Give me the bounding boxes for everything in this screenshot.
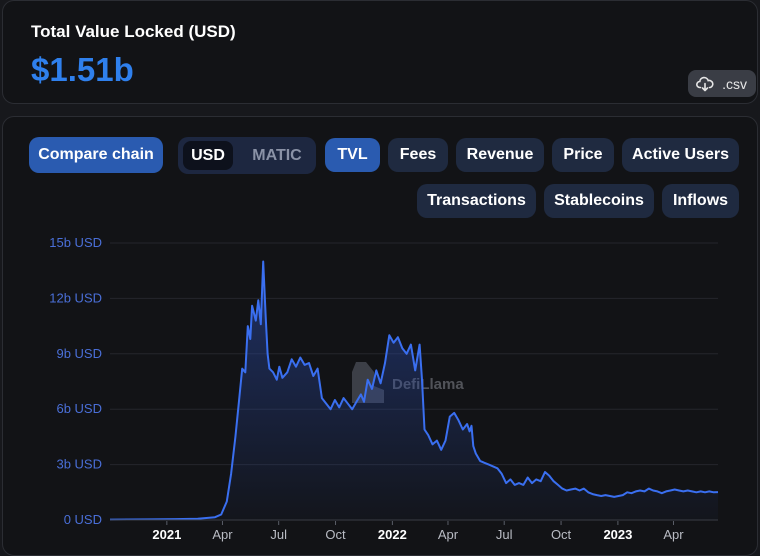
y-tick-label: 15b USD [49, 235, 102, 250]
tab-fees[interactable]: Fees [388, 138, 448, 172]
x-tick-label: Jul [496, 527, 513, 542]
x-tick-label: Jul [270, 527, 287, 542]
x-tick-label: Oct [551, 527, 572, 542]
tab-price[interactable]: Price [552, 138, 614, 172]
tvl-value: $1.51b [31, 51, 134, 88]
tab-transactions[interactable]: Transactions [417, 184, 536, 218]
x-tick-label: Apr [663, 527, 684, 542]
csv-download-button[interactable]: .csv [688, 70, 756, 97]
y-tick-label: 3b USD [56, 457, 102, 472]
currency-toggle: USD MATIC [178, 137, 316, 174]
tab-revenue[interactable]: Revenue [456, 138, 544, 172]
tvl-title: Total Value Locked (USD) [31, 22, 236, 41]
currency-option-usd[interactable]: USD [183, 141, 233, 170]
tvl-series-line[interactable] [109, 260, 719, 521]
tvl-area-fill [110, 261, 718, 520]
y-tick-label: 12b USD [49, 290, 102, 305]
y-tick-label: 9b USD [56, 346, 102, 361]
y-tick-label: 0 USD [64, 512, 102, 527]
tab-stablecoins[interactable]: Stablecoins [544, 184, 654, 218]
y-tick-label: 6b USD [56, 401, 102, 416]
csv-label: .csv [722, 75, 747, 92]
x-tick-label: Apr [212, 527, 233, 542]
x-tick-label: 2021 [152, 527, 181, 542]
tab-active-users[interactable]: Active Users [622, 138, 739, 172]
tvl-summary-card: Total Value Locked (USD) $1.51b .csv [2, 0, 758, 104]
x-tick-label: Oct [325, 527, 346, 542]
x-tick-label: 2022 [378, 527, 407, 542]
cloud-download-icon [696, 76, 714, 91]
x-tick-label: Apr [438, 527, 459, 542]
tab-tvl[interactable]: TVL [325, 138, 380, 172]
currency-option-matic[interactable]: MATIC [252, 146, 302, 164]
tab-inflows[interactable]: Inflows [662, 184, 739, 218]
x-tick-label: 2023 [603, 527, 632, 542]
compare-chain-button[interactable]: Compare chain [29, 137, 163, 173]
